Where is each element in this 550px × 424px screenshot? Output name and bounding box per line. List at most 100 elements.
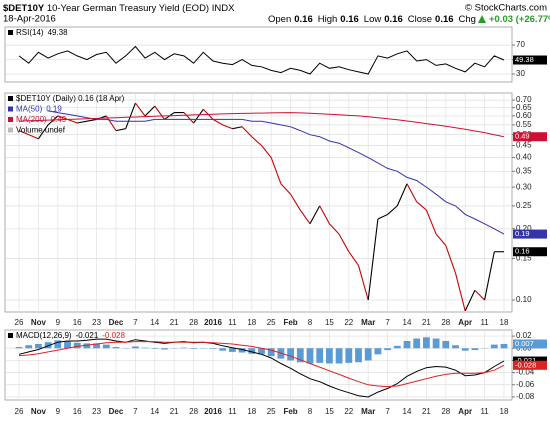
price-segment <box>251 136 262 146</box>
histogram-bar <box>102 344 110 349</box>
x-tick-label: 16 <box>73 407 82 416</box>
quote-label: Low <box>364 14 382 25</box>
x-tick-label: 2016 <box>204 318 222 327</box>
y-tick-label: 30 <box>516 69 525 78</box>
histogram-bar <box>180 347 188 349</box>
price-segment <box>319 205 330 225</box>
price-segment <box>290 193 301 211</box>
quote-label: Chg <box>459 14 476 25</box>
histogram-bar <box>35 344 42 349</box>
quote-value: +0.03 (+26.77%) <box>489 14 550 25</box>
panel-frame <box>4 92 513 313</box>
x-tick-label: 11 <box>480 318 489 327</box>
histogram-bar <box>374 348 382 355</box>
x-tick-label: 22 <box>344 407 353 416</box>
price-segment <box>464 289 476 312</box>
price-segment <box>154 105 165 120</box>
x-tick-label: 21 <box>422 318 431 327</box>
histogram-bar <box>238 348 246 353</box>
value-box-label: 49.38 <box>515 55 534 64</box>
y-tick-label: 0.20 <box>516 224 532 233</box>
histogram-bar <box>73 342 81 349</box>
price-segment <box>183 112 195 124</box>
x-tick-label: 18 <box>500 407 509 416</box>
histogram-bar <box>25 345 33 349</box>
symbol-name: 10-Year German Treasury Yield (EOD) INDX <box>47 3 235 14</box>
price-segment <box>348 251 359 266</box>
histogram-bar <box>345 348 353 363</box>
source: © StockCharts.com <box>465 3 547 14</box>
legend-name: $DET10Y (Daily) 0.16 (18 Apr) <box>16 94 125 103</box>
price-segment <box>474 289 485 301</box>
histogram-bar <box>287 348 294 361</box>
x-tick-label: 7 <box>385 318 390 327</box>
x-tick-label: Feb <box>283 407 297 416</box>
price-segment <box>454 272 466 311</box>
price-segment <box>261 145 272 158</box>
y-tick-label: 0.25 <box>516 201 532 210</box>
histogram-bar <box>326 348 333 364</box>
histogram-bar <box>335 348 343 364</box>
histogram-bar <box>44 342 52 349</box>
series-line <box>18 45 505 75</box>
price-segment <box>67 118 78 124</box>
legend-value: -0.021 <box>76 331 99 340</box>
price-segment <box>338 233 350 252</box>
price-segment <box>367 218 379 301</box>
price-segment <box>125 102 136 129</box>
x-tick-label: Feb <box>283 318 297 327</box>
x-tick-label: Mar <box>361 318 375 327</box>
x-tick-label: Nov <box>31 407 47 416</box>
x-tick-label: 15 <box>325 407 334 416</box>
value-box <box>513 360 547 370</box>
x-tick-label: Apr <box>458 407 472 416</box>
value-box-label: -0.028 <box>515 360 536 369</box>
x-tick-label: 8 <box>308 407 313 416</box>
price-segment <box>193 108 204 124</box>
x-tick-label: 11 <box>228 407 237 416</box>
legend-swatch <box>8 333 13 338</box>
legend-swatch <box>8 30 13 35</box>
legend-entry: MACD(12,26,9) -0.021 -0.028 <box>16 331 126 340</box>
x-tick-label: 8 <box>308 318 313 327</box>
x-tick-label: 7 <box>133 407 138 416</box>
histogram-bar <box>93 343 100 349</box>
x-tick-label: 28 <box>441 318 450 327</box>
x-tick-label: 26 <box>15 318 24 327</box>
price-segment <box>328 223 340 235</box>
quote-value: 0.16 <box>340 14 359 25</box>
price-segment <box>299 209 311 225</box>
histogram-bar <box>413 338 421 349</box>
value-box-label: -0.021 <box>515 356 536 365</box>
histogram-bar <box>461 348 469 351</box>
quote-label: High <box>318 14 338 25</box>
x-tick-label: Apr <box>458 318 472 327</box>
legend-name: MACD(12,26,9) <box>16 331 72 340</box>
histogram-bar <box>219 348 227 351</box>
x-tick-label: 23 <box>92 407 101 416</box>
legend-entry: MA(200) 0.49 <box>16 115 67 124</box>
price-segment <box>396 183 408 207</box>
histogram-bar <box>258 348 265 355</box>
value-box <box>513 55 547 65</box>
legend-name: MA(50) <box>16 105 43 114</box>
x-tick-label: 21 <box>170 407 179 416</box>
panel-frame <box>4 26 513 83</box>
legend-entry: RSI(14) 49.38 <box>16 28 68 37</box>
price-segment <box>18 130 29 136</box>
legend-swatch <box>8 106 13 112</box>
x-tick-label: 28 <box>189 318 198 327</box>
legend-swatch <box>8 127 13 133</box>
value-box <box>513 339 547 349</box>
price-segment <box>77 120 88 124</box>
histogram-bar <box>151 348 159 349</box>
histogram-bar <box>306 348 314 364</box>
x-tick-label: 9 <box>56 318 61 327</box>
quote-label: Close <box>408 14 432 25</box>
y-tick-label: 0.65 <box>516 103 532 112</box>
histogram-bar <box>54 340 62 349</box>
legend-value: 49.38 <box>48 28 69 37</box>
x-tick-label: 18 <box>500 318 509 327</box>
legend-value: -0.028 <box>102 331 125 340</box>
